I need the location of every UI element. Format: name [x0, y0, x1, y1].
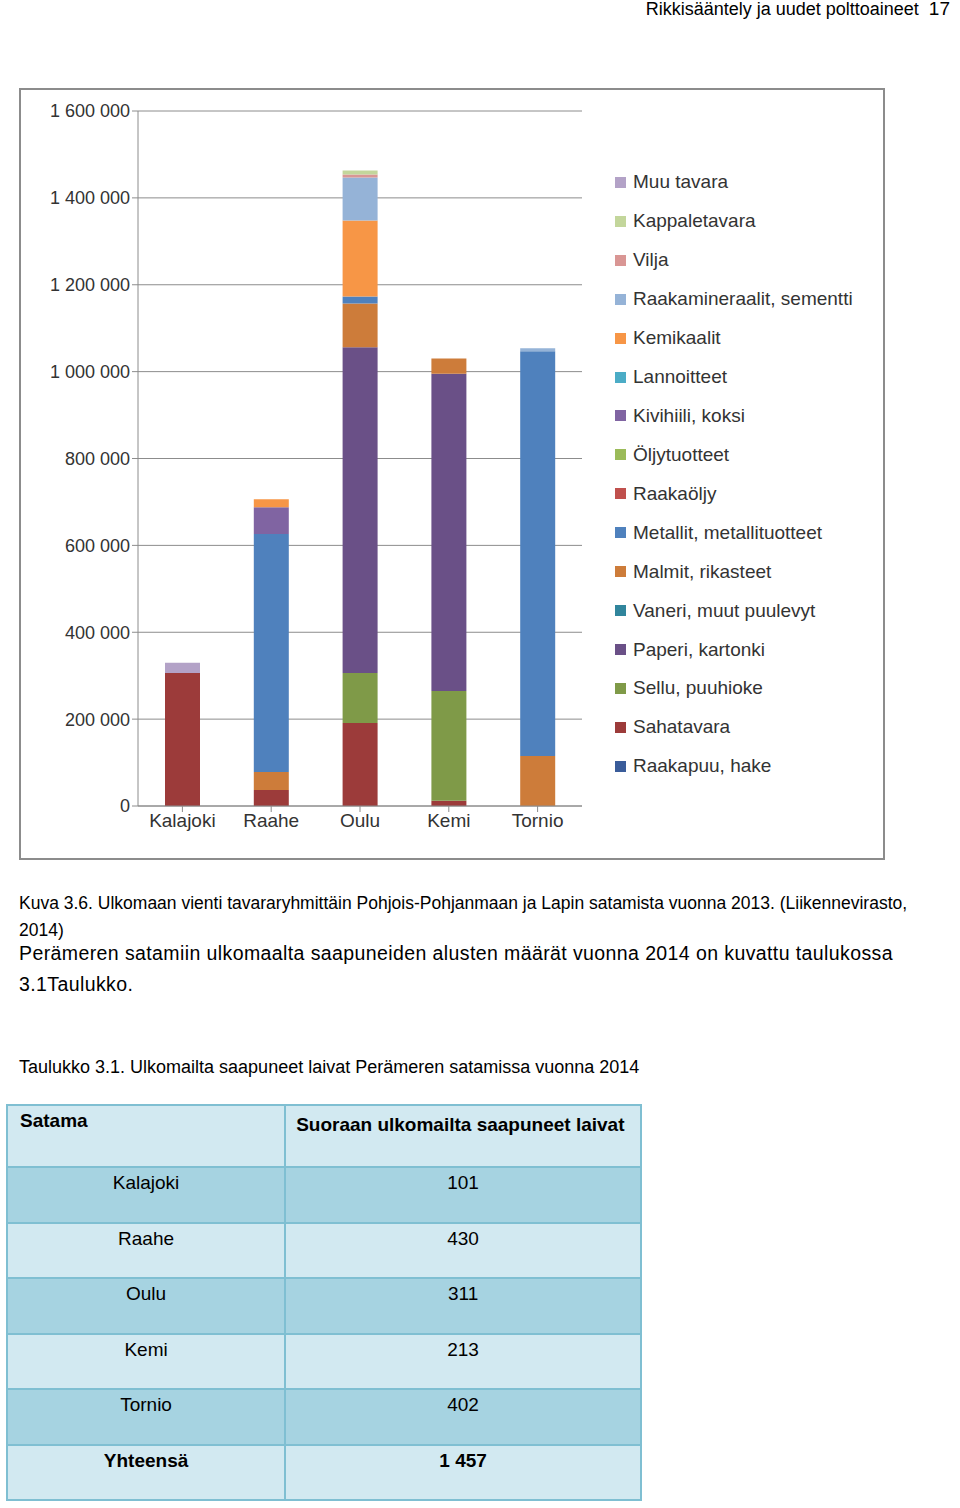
html-text:Kemi: Kemi	[124, 1338, 168, 1360]
html-text:101: 101	[447, 1172, 479, 1193]
html-text:Öljytuotteet: Öljytuotteet	[633, 443, 730, 465]
html-text:Taulukko 3.1. Ulkomailta saapu: Taulukko 3.1. Ulkomailta saapuneet laiva…	[19, 1057, 640, 1077]
html-text:Raakamineraalit, sementti: Raakamineraalit, sementti	[633, 288, 853, 310]
svg-text:1 000 000: 1 000 000	[50, 362, 130, 382]
html-text:Oulu: Oulu	[126, 1283, 167, 1304]
svg-text:Oulu: Oulu	[340, 810, 380, 831]
html-text:Kappaletavara: Kappaletavara	[633, 210, 756, 232]
html-text:Vilja: Vilja	[633, 249, 669, 271]
html-text:Lannoitteet: Lannoitteet	[633, 366, 727, 388]
html-text:402: 402	[447, 1394, 479, 1415]
svg-text:1 400 000: 1 400 000	[50, 188, 130, 208]
html-text:Sellu, puuhioke: Sellu, puuhioke	[633, 677, 763, 699]
svg-text:0: 0	[120, 796, 130, 816]
html-text:Raahe: Raahe	[118, 1227, 175, 1249]
html-text:Kivihiili, koksi: Kivihiili, koksi	[633, 405, 745, 426]
svg-text:1 200 000: 1 200 000	[50, 275, 130, 295]
svg-text:600 000: 600 000	[65, 536, 130, 556]
html-text:Metallit, metallituotteet: Metallit, metallituotteet	[633, 521, 822, 543]
html-text:213: 213	[447, 1338, 479, 1360]
svg-text:Tornio: Tornio	[512, 810, 564, 831]
html-text:Raakaöljy: Raakaöljy	[633, 482, 717, 504]
html-text:311: 311	[447, 1283, 479, 1304]
html-text:430: 430	[447, 1227, 479, 1249]
html-text:Suoraan ulkomailta saapuneet l: Suoraan ulkomailta saapuneet laivat	[296, 1114, 625, 1135]
html-text:Vaneri, muut puulevyt: Vaneri, muut puulevyt	[633, 599, 816, 621]
html-text:Kuva 3.6. Ulkomaan vienti tava: Kuva 3.6. Ulkomaan vienti tavararyhmittä…	[19, 893, 908, 940]
html-text:1 457: 1 457	[439, 1449, 487, 1471]
html-text:Rikkisääntely ja uudet polttoa: Rikkisääntely ja uudet polttoaineet	[645, 0, 919, 19]
html-text:Malmit, rikasteet: Malmit, rikasteet	[633, 560, 772, 582]
svg-text:Kemi: Kemi	[427, 810, 470, 831]
html-text:Kalajoki: Kalajoki	[112, 1172, 180, 1193]
html-text:Perämeren satamiin ulkomaalta: Perämeren satamiin ulkomaalta saapuneide…	[19, 942, 893, 995]
html-text:Raakapuu, hake: Raakapuu, hake	[633, 755, 772, 777]
svg-text:1 600 000: 1 600 000	[50, 101, 130, 121]
html-text:Tornio: Tornio	[120, 1394, 172, 1415]
html-text:Yhteensä: Yhteensä	[103, 1449, 189, 1471]
html-text:Satama: Satama	[20, 1110, 88, 1131]
svg-text:Raahe: Raahe	[243, 810, 299, 831]
html-text:Sahatavara: Sahatavara	[633, 716, 731, 738]
html-text:Paperi, kartonki: Paperi, kartonki	[633, 638, 765, 660]
html-text:Kemikaalit: Kemikaalit	[633, 327, 721, 349]
svg-text:400 000: 400 000	[65, 623, 130, 643]
html-text:Muu tavara: Muu tavara	[633, 171, 728, 193]
svg-text:800 000: 800 000	[65, 449, 130, 469]
svg-text:200 000: 200 000	[65, 710, 130, 730]
svg-text:Kalajoki: Kalajoki	[149, 810, 216, 831]
